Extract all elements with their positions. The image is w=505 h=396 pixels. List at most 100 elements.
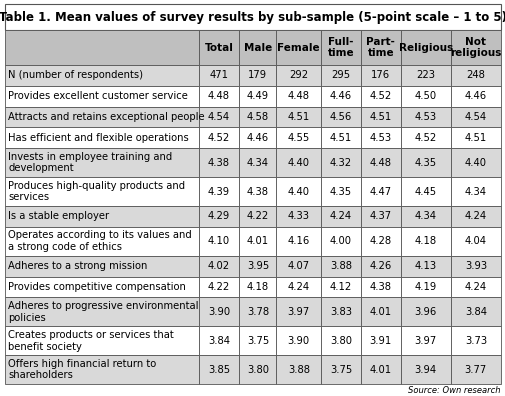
Text: 3.83: 3.83 xyxy=(329,307,351,317)
Bar xyxy=(450,107,500,128)
Text: 3.73: 3.73 xyxy=(464,336,486,346)
Text: 3.84: 3.84 xyxy=(464,307,486,317)
Bar xyxy=(450,326,500,355)
Text: 3.95: 3.95 xyxy=(246,261,269,271)
Text: 4.38: 4.38 xyxy=(369,282,391,292)
Text: 3.88: 3.88 xyxy=(287,365,309,375)
Text: 295: 295 xyxy=(331,70,350,80)
Bar xyxy=(450,206,500,227)
Text: Female: Female xyxy=(277,42,320,53)
Bar xyxy=(5,4,500,30)
Bar xyxy=(360,276,400,297)
Bar xyxy=(5,297,198,326)
Bar xyxy=(400,177,450,206)
Bar xyxy=(5,355,198,384)
Bar xyxy=(450,65,500,86)
Bar xyxy=(400,276,450,297)
Text: 4.33: 4.33 xyxy=(287,211,309,221)
Text: 4.18: 4.18 xyxy=(414,236,436,246)
Text: 4.00: 4.00 xyxy=(329,236,351,246)
Text: 4.46: 4.46 xyxy=(329,91,351,101)
Text: 4.01: 4.01 xyxy=(369,307,391,317)
Text: 4.55: 4.55 xyxy=(287,133,309,143)
Text: 4.49: 4.49 xyxy=(246,91,269,101)
Text: 4.24: 4.24 xyxy=(329,211,351,221)
Text: 4.38: 4.38 xyxy=(208,158,229,168)
Text: Adheres to progressive environmental
policies: Adheres to progressive environmental pol… xyxy=(8,301,198,323)
Text: 4.48: 4.48 xyxy=(369,158,391,168)
Bar xyxy=(321,206,360,227)
Bar xyxy=(450,30,500,65)
Text: 4.28: 4.28 xyxy=(369,236,391,246)
Text: 4.58: 4.58 xyxy=(246,112,269,122)
Bar xyxy=(400,86,450,107)
Bar xyxy=(198,65,239,86)
Bar xyxy=(198,227,239,256)
Bar xyxy=(198,355,239,384)
Bar xyxy=(239,206,276,227)
Text: 4.52: 4.52 xyxy=(369,91,391,101)
Text: 4.01: 4.01 xyxy=(369,365,391,375)
Bar xyxy=(400,206,450,227)
Bar xyxy=(276,148,321,177)
Text: Source: Own research: Source: Own research xyxy=(408,386,500,395)
Text: 4.53: 4.53 xyxy=(414,112,436,122)
Text: 4.12: 4.12 xyxy=(329,282,351,292)
Bar xyxy=(198,177,239,206)
Bar xyxy=(321,326,360,355)
Text: Creates products or services that
benefit society: Creates products or services that benefi… xyxy=(8,330,174,352)
Text: 4.22: 4.22 xyxy=(208,282,230,292)
Text: 3.75: 3.75 xyxy=(329,365,351,375)
Bar xyxy=(276,128,321,148)
Bar xyxy=(450,227,500,256)
Text: 4.40: 4.40 xyxy=(287,187,309,196)
Text: 4.18: 4.18 xyxy=(246,282,269,292)
Bar xyxy=(198,326,239,355)
Text: 4.46: 4.46 xyxy=(246,133,269,143)
Text: Offers high financial return to
shareholders: Offers high financial return to sharehol… xyxy=(8,359,156,381)
Bar xyxy=(400,256,450,276)
Bar xyxy=(276,86,321,107)
Bar xyxy=(321,355,360,384)
Bar xyxy=(450,177,500,206)
Bar xyxy=(400,30,450,65)
Bar xyxy=(239,297,276,326)
Bar xyxy=(239,276,276,297)
Text: Table 1. Mean values of survey results by sub-sample (5-point scale – 1 to 5): Table 1. Mean values of survey results b… xyxy=(0,11,505,24)
Text: 4.02: 4.02 xyxy=(208,261,230,271)
Text: 179: 179 xyxy=(248,70,267,80)
Bar xyxy=(276,227,321,256)
Text: 4.51: 4.51 xyxy=(329,133,351,143)
Bar xyxy=(5,148,198,177)
Text: 4.34: 4.34 xyxy=(464,187,486,196)
Text: Attracts and retains exceptional people: Attracts and retains exceptional people xyxy=(8,112,205,122)
Bar xyxy=(239,128,276,148)
Text: N (number of respondents): N (number of respondents) xyxy=(8,70,143,80)
Bar xyxy=(198,206,239,227)
Bar xyxy=(198,148,239,177)
Bar xyxy=(450,148,500,177)
Bar xyxy=(400,297,450,326)
Bar xyxy=(5,30,198,65)
Text: 248: 248 xyxy=(466,70,484,80)
Text: 3.94: 3.94 xyxy=(414,365,436,375)
Text: 4.35: 4.35 xyxy=(414,158,436,168)
Text: 471: 471 xyxy=(209,70,228,80)
Bar xyxy=(276,206,321,227)
Bar xyxy=(400,128,450,148)
Text: 4.51: 4.51 xyxy=(287,112,309,122)
Text: 4.37: 4.37 xyxy=(369,211,391,221)
Text: Produces high-quality products and
services: Produces high-quality products and servi… xyxy=(8,181,185,202)
Text: 4.34: 4.34 xyxy=(414,211,436,221)
Bar xyxy=(239,227,276,256)
Bar xyxy=(5,86,198,107)
Bar xyxy=(5,256,198,276)
Text: 3.96: 3.96 xyxy=(414,307,436,317)
Bar xyxy=(198,297,239,326)
Bar xyxy=(400,107,450,128)
Text: 4.53: 4.53 xyxy=(369,133,391,143)
Text: 3.90: 3.90 xyxy=(287,336,309,346)
Text: 4.07: 4.07 xyxy=(287,261,309,271)
Text: 4.38: 4.38 xyxy=(246,187,268,196)
Bar xyxy=(360,128,400,148)
